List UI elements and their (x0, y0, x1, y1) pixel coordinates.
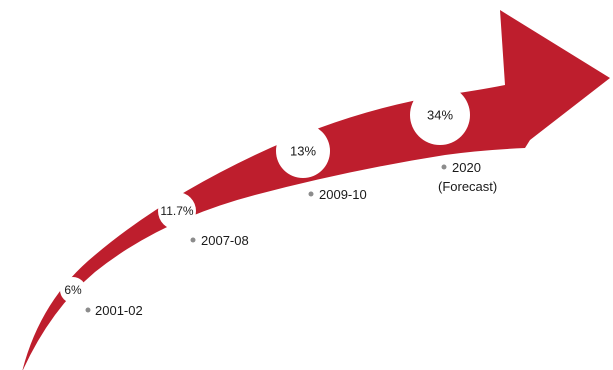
bullet-dot (308, 191, 314, 197)
value-circle (60, 277, 86, 303)
milestone-2007-08: 11.7% 2007-08 (158, 192, 249, 248)
period-label: 2009-10 (319, 187, 367, 202)
period-label: 2001-02 (95, 303, 143, 318)
forecast-note: (Forecast) (438, 179, 497, 194)
bullet-dot (85, 307, 91, 313)
period-label: 2020 (452, 160, 481, 175)
value-circle (158, 192, 196, 230)
value-circle (410, 85, 470, 145)
value-label: 13% (290, 144, 316, 159)
bullet-dot (441, 164, 447, 170)
milestone-2020-forecast: 34% 2020 (Forecast) (410, 85, 497, 194)
milestone-2009-10: 13% 2009-10 (276, 124, 367, 202)
bullet-dot (190, 237, 196, 243)
value-circle (276, 124, 330, 178)
milestone-2001-02: 6% 2001-02 (60, 277, 143, 318)
period-label: 2007-08 (201, 233, 249, 248)
value-label: 34% (427, 108, 453, 123)
value-label: 11.7% (160, 204, 193, 218)
value-label: 6% (64, 283, 82, 297)
